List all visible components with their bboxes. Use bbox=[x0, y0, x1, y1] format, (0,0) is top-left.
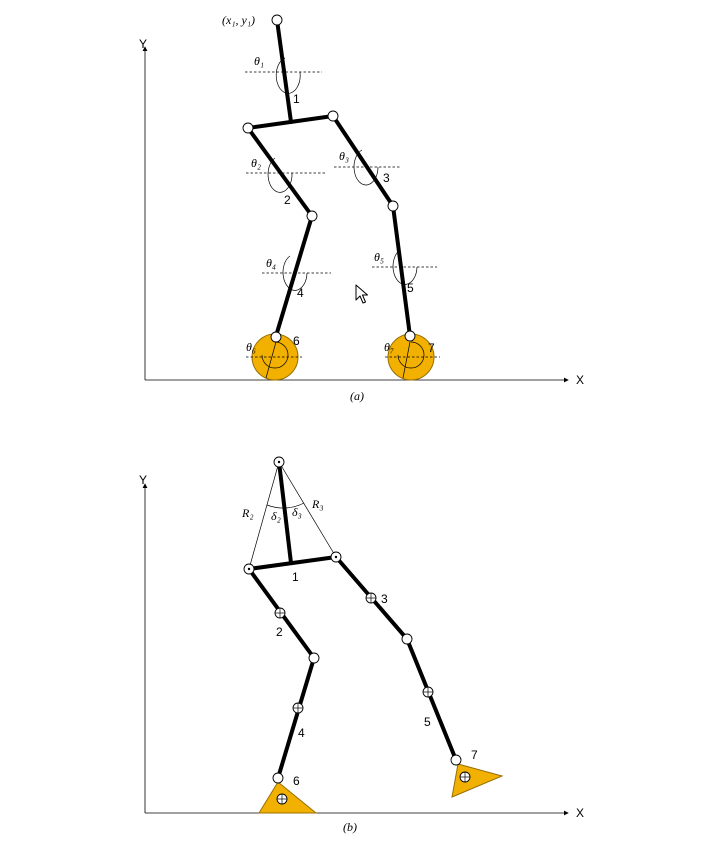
y-axis-label-a: Y bbox=[139, 37, 147, 51]
com-marker-2 bbox=[274, 607, 286, 619]
link-1-label-a: 1 bbox=[293, 92, 300, 106]
hip-bar-b bbox=[247, 555, 338, 571]
com-marker-5 bbox=[422, 686, 434, 698]
x-axis-label-b: X bbox=[576, 806, 584, 820]
joint-top-b-dot bbox=[277, 460, 281, 464]
joint-right-knee-b bbox=[401, 633, 413, 645]
com-marker-7 bbox=[459, 771, 471, 783]
mouse-pointer-icon bbox=[355, 284, 368, 304]
theta7-label: θ₇ bbox=[384, 340, 394, 354]
panel-a: Y X bbox=[139, 13, 584, 403]
theta7-arc bbox=[397, 341, 425, 369]
x-axis-label-a: X bbox=[576, 373, 584, 387]
link-7-label-a: 7 bbox=[428, 341, 435, 355]
link-5-b bbox=[405, 637, 458, 762]
joint-left-knee-a bbox=[306, 210, 318, 222]
r3-label: R₃ bbox=[311, 497, 324, 511]
theta4-label: θ₄ bbox=[266, 256, 276, 270]
foot-6-triangle bbox=[258, 781, 318, 814]
link-5-a bbox=[391, 204, 412, 338]
joint-left-hip-a bbox=[242, 122, 254, 134]
theta5-label: θ₅ bbox=[374, 250, 384, 264]
joint-right-hip-a bbox=[327, 110, 339, 122]
joint-right-ankle-b bbox=[450, 754, 462, 766]
theta2-label: θ₂ bbox=[251, 156, 261, 170]
point-label: (x₁, y₁) bbox=[222, 13, 255, 27]
theta6-arc bbox=[261, 341, 289, 369]
r2-label: R₂ bbox=[241, 506, 254, 520]
theta1-arc bbox=[275, 57, 301, 94]
delta3-label: δ₃ bbox=[292, 505, 302, 519]
y-axis-label-b: Y bbox=[139, 473, 147, 487]
theta1-label: θ₁ bbox=[254, 54, 264, 68]
joint-right-ankle-a bbox=[404, 330, 416, 342]
com-marker-4 bbox=[292, 702, 304, 714]
panel-b: Y X bbox=[139, 456, 584, 834]
link-4-label-a: 4 bbox=[297, 286, 304, 300]
radius-r2-line bbox=[248, 461, 280, 570]
link-2-label-a: 2 bbox=[284, 193, 291, 207]
link-3-label-b: 3 bbox=[381, 592, 388, 606]
theta5-arc bbox=[392, 249, 418, 285]
link-6-label-b: 6 bbox=[293, 774, 300, 788]
joint-right-knee-a bbox=[387, 200, 399, 212]
joint-left-knee-b bbox=[308, 652, 320, 664]
theta3-label: θ₃ bbox=[339, 149, 349, 163]
theta4-arc bbox=[282, 255, 308, 291]
link-6-label-a: 6 bbox=[293, 334, 300, 348]
link-5-label-b: 5 bbox=[424, 715, 431, 729]
joint-right-hip-b-dot bbox=[334, 555, 338, 559]
joint-left-ankle-b bbox=[272, 772, 284, 784]
caption-b: (b) bbox=[343, 820, 357, 834]
link-4-label-b: 4 bbox=[298, 726, 305, 740]
joint-left-hip-b-dot bbox=[247, 567, 251, 571]
link-3-label-a: 3 bbox=[383, 171, 390, 185]
link-4-a bbox=[274, 214, 314, 338]
link-3-a bbox=[331, 114, 395, 208]
link-1-b bbox=[277, 460, 293, 565]
link-5-label-a: 5 bbox=[407, 281, 414, 295]
com-marker-3 bbox=[365, 592, 377, 604]
com-marker-6 bbox=[276, 793, 288, 805]
link-2-label-b: 2 bbox=[276, 625, 283, 639]
foot-6-spoke bbox=[265, 341, 277, 379]
link-4-b bbox=[276, 656, 316, 780]
link-1-a bbox=[275, 18, 293, 124]
foot-7-triangle bbox=[451, 763, 504, 798]
joint-top-a bbox=[271, 14, 283, 26]
link-1-label-b: 1 bbox=[292, 570, 299, 584]
theta6-label: θ₆ bbox=[246, 340, 256, 354]
hip-bar-a bbox=[246, 114, 335, 130]
delta2-label: δ₂ bbox=[271, 509, 281, 523]
joint-left-ankle-a bbox=[270, 331, 282, 343]
link-2-a bbox=[246, 126, 314, 218]
foot-7-spoke bbox=[402, 341, 411, 379]
radius-r3-line bbox=[278, 461, 337, 558]
link-7-label-b: 7 bbox=[471, 748, 478, 762]
caption-a: (a) bbox=[350, 389, 364, 403]
